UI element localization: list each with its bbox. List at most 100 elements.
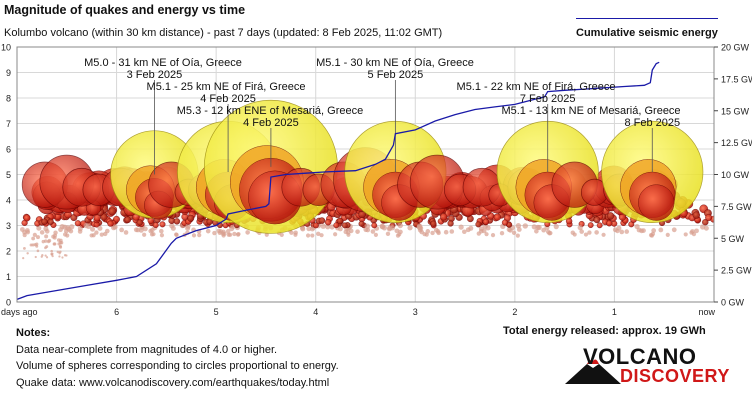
quake-point	[596, 222, 603, 229]
quake-point	[41, 218, 48, 225]
quake-point	[138, 228, 144, 233]
logo-volcano-text: VOLCANO	[583, 344, 697, 369]
annotation-date: 7 Feb 2025	[520, 93, 576, 105]
quake-point	[36, 249, 40, 253]
quake-point	[694, 228, 699, 234]
annotation-title: M5.3 - 12 km ENE of Mesariá, Greece	[177, 105, 363, 117]
quake-point	[436, 230, 441, 236]
y-right-tick-label: 10 GW	[721, 170, 750, 180]
y-right-tick-label: 12.5 GW	[721, 138, 752, 148]
quake-point	[68, 228, 74, 234]
quake-point	[264, 232, 269, 237]
x-tick-label: 6	[114, 307, 119, 317]
quake-point	[185, 223, 191, 229]
quake-point	[44, 246, 47, 250]
quake-point	[343, 229, 349, 235]
quake-point	[319, 233, 324, 238]
y-left-tick-label: 1	[6, 272, 11, 282]
quake-point	[236, 231, 241, 237]
quake-point	[159, 228, 164, 234]
y-right-tick-label: 15 GW	[721, 106, 750, 116]
quake-point	[636, 227, 642, 233]
quake-point	[385, 231, 391, 236]
quake-point	[65, 225, 71, 231]
quake-point	[553, 224, 559, 230]
annotation-title: M5.1 - 25 km NE of Firá, Greece	[147, 81, 306, 93]
quake-point	[499, 231, 505, 236]
quake-point	[501, 219, 509, 226]
quake-point	[47, 218, 54, 226]
quake-point	[318, 217, 326, 224]
quake-point	[119, 227, 125, 233]
quake-point	[90, 226, 96, 232]
quake-point	[615, 228, 620, 234]
quake-point	[419, 229, 424, 235]
quake-point	[300, 226, 306, 232]
quake-point	[407, 225, 413, 231]
quake-point	[606, 220, 613, 227]
y-right-tick-label: 2.5 GW	[721, 266, 752, 276]
quake-point	[39, 230, 45, 235]
legend-energy-label: Cumulative seismic energy	[576, 27, 718, 39]
quake-point	[624, 229, 630, 234]
annotation-title: M5.1 - 13 km NE of Mesariá, Greece	[501, 105, 680, 117]
quake-point	[516, 227, 522, 232]
quake-point	[56, 250, 60, 254]
quake-point	[69, 224, 75, 230]
quake-point	[99, 232, 104, 237]
quake-point	[320, 223, 326, 229]
quake-point	[468, 225, 474, 231]
quake-point	[61, 256, 64, 259]
quake-point	[89, 233, 94, 238]
y-left-tick-label: 2	[6, 247, 11, 257]
quake-point	[397, 222, 403, 229]
y-right-tick-label: 5 GW	[721, 234, 745, 244]
quake-point	[337, 226, 343, 232]
total-energy: Total energy released: approx. 19 GWh	[503, 325, 706, 337]
x-tick-label: 4	[313, 307, 318, 317]
quake-point	[485, 225, 491, 231]
quake-point	[197, 232, 202, 238]
quake-point	[173, 218, 181, 225]
quake-point	[430, 220, 437, 227]
quake-point	[416, 224, 422, 230]
quake-point	[34, 255, 37, 259]
quake-point	[36, 225, 42, 231]
quake-point	[425, 229, 431, 234]
quake-point	[671, 227, 677, 233]
quake-point	[493, 213, 501, 221]
quake-point	[482, 218, 490, 225]
x-tick-label: days ago	[1, 307, 38, 317]
quake-point	[25, 229, 31, 235]
y-left-tick-label: 0	[6, 298, 11, 308]
quake-point	[536, 224, 542, 231]
quake-point	[35, 235, 40, 240]
annotation-date: 4 Feb 2025	[243, 117, 299, 129]
quake-point	[440, 213, 448, 221]
quake-point	[583, 232, 589, 237]
quake-point	[658, 227, 664, 233]
y-left-tick-label: 6	[6, 145, 11, 155]
axes: 0 1 2 3 4 5 6 7 8 9 10 0 GW 2.5 GW 5 GW 7.5 GW 10 GW 12.…	[1, 43, 752, 318]
quake-point	[355, 229, 360, 234]
quake-point	[56, 238, 61, 242]
quake-point	[217, 230, 223, 236]
quake-point	[705, 214, 713, 222]
quake-point	[53, 242, 57, 246]
quake-point	[316, 231, 321, 237]
quake-point	[430, 230, 435, 236]
quake-point	[22, 256, 25, 260]
chart-title: Magnitude of quakes and energy vs time	[4, 3, 246, 17]
quake-point	[651, 228, 657, 233]
chart-subtitle: Kolumbo volcano (within 30 km distance) …	[4, 27, 443, 39]
quake-point	[148, 228, 153, 234]
quake-point	[108, 207, 117, 216]
quake-point	[74, 220, 82, 227]
quake-point	[572, 232, 577, 237]
quake-point	[373, 232, 379, 237]
quake-point	[379, 223, 385, 229]
quake-point	[124, 216, 132, 224]
annotation-title: M5.0 - 31 km NE of Oía, Greece	[84, 57, 242, 69]
quake-point	[174, 232, 179, 237]
quake-point	[44, 234, 49, 239]
